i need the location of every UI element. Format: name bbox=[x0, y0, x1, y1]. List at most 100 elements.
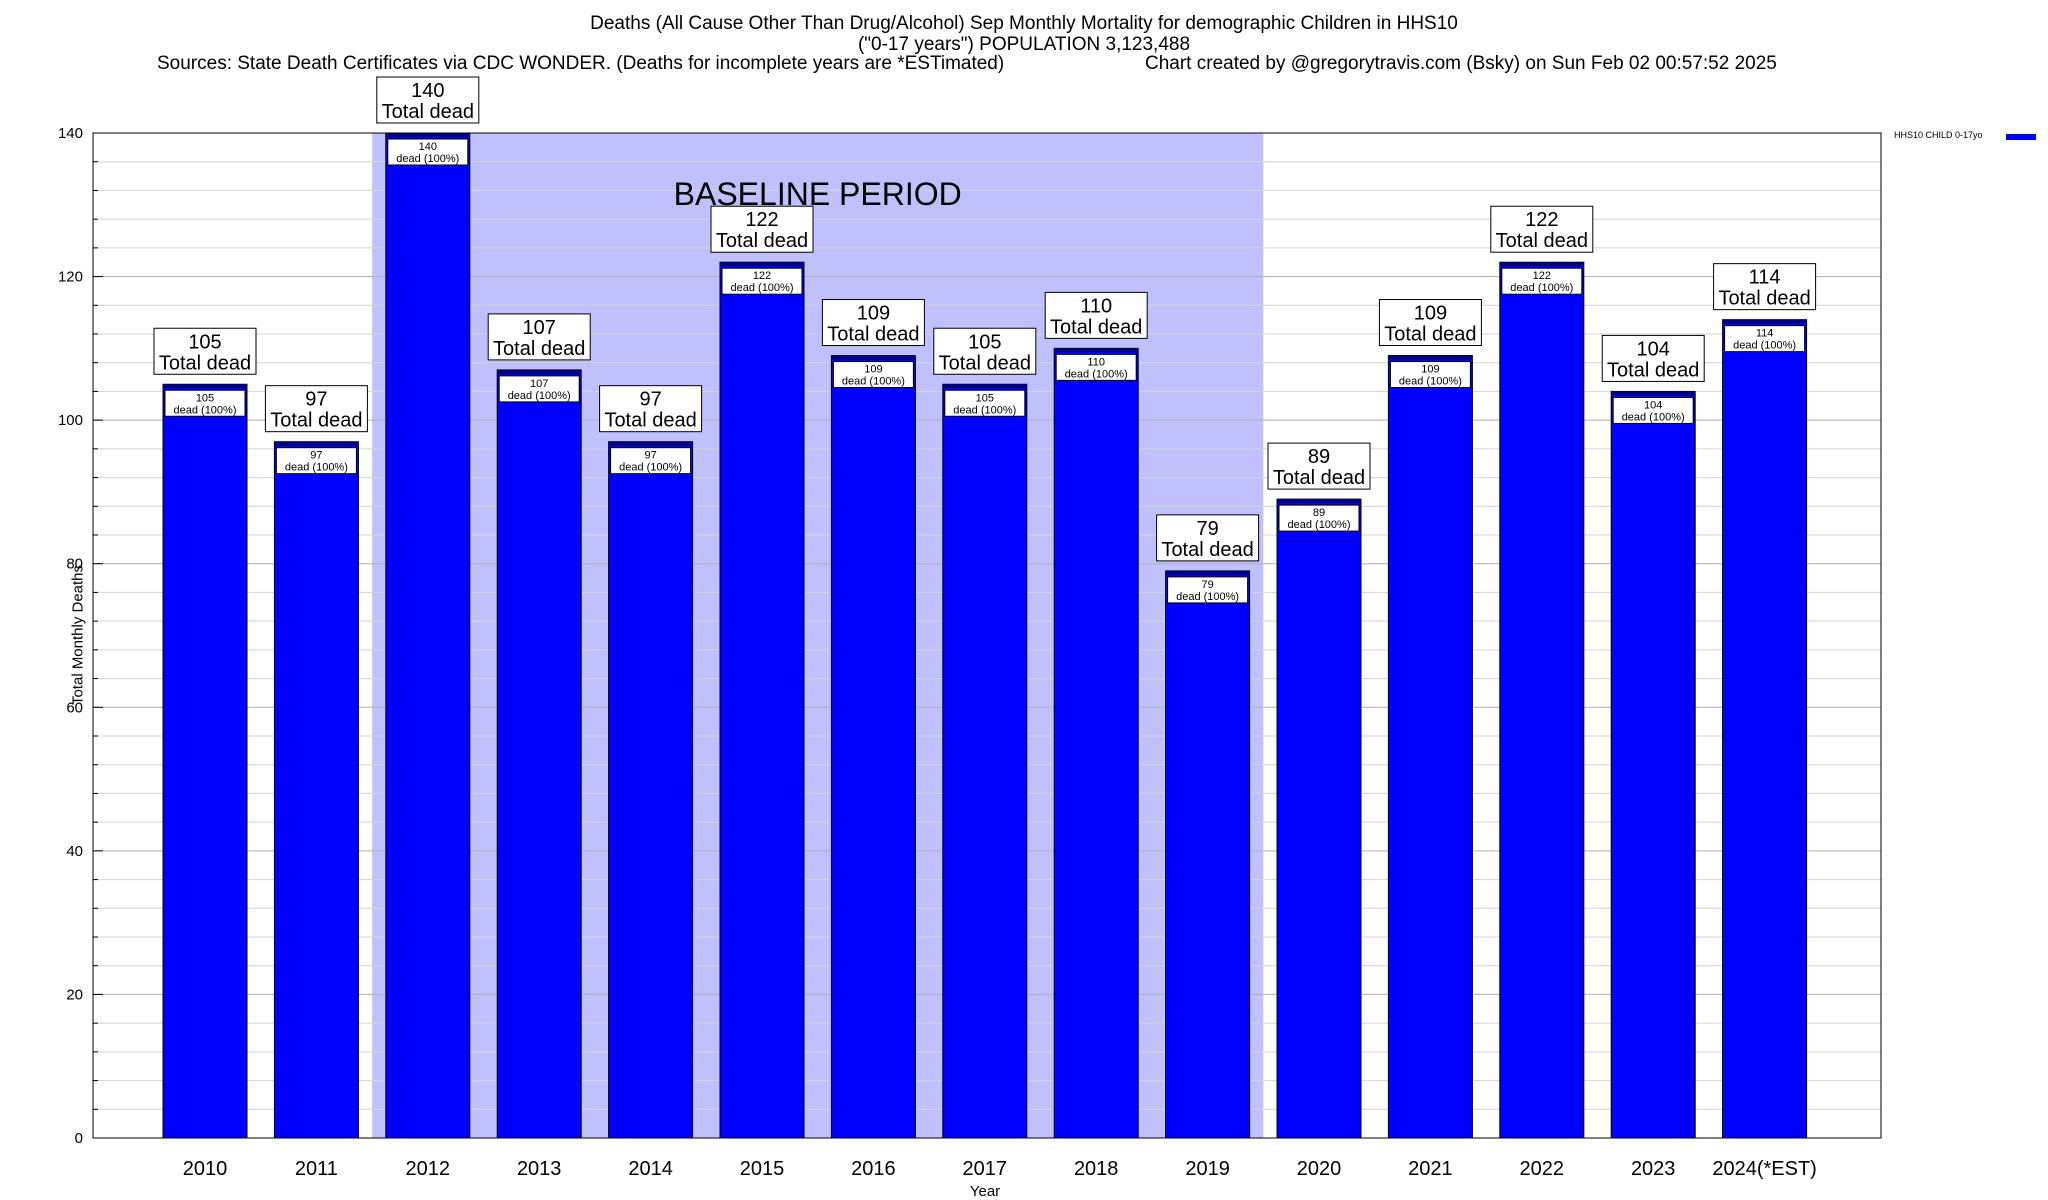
top-label-box bbox=[1267, 442, 1371, 490]
inner-label-box bbox=[1278, 504, 1360, 532]
inner-percent-label: dead (100%) bbox=[619, 462, 682, 474]
inner-percent-label: dead (100%) bbox=[842, 376, 905, 388]
inner-percent-label: dead (100%) bbox=[285, 462, 348, 474]
top-total-label: Total dead bbox=[159, 352, 251, 374]
y-tick-label: 80 bbox=[66, 556, 83, 573]
inner-value-label: 107 bbox=[530, 378, 548, 390]
inner-value-label: 114 bbox=[1756, 328, 1774, 340]
x-tick-label: 2020 bbox=[1297, 1158, 1342, 1180]
top-label-box bbox=[153, 327, 257, 375]
inner-value-label: 89 bbox=[1313, 507, 1325, 519]
top-label-box bbox=[1044, 291, 1148, 339]
legend-label: HHS10 CHILD 0-17yo bbox=[1894, 130, 1983, 140]
top-label-box bbox=[1713, 263, 1817, 311]
top-total-label: Total dead bbox=[1496, 230, 1588, 252]
top-label-box bbox=[1601, 334, 1705, 382]
inner-percent-label: dead (100%) bbox=[1510, 282, 1573, 294]
bar-2018 bbox=[1053, 347, 1139, 1139]
bar-cap bbox=[1499, 262, 1584, 267]
inner-percent-label: dead (100%) bbox=[1399, 376, 1462, 388]
bar-cap bbox=[497, 369, 582, 374]
x-tick-label: 2010 bbox=[183, 1158, 228, 1180]
top-value-label: 110 bbox=[1080, 295, 1112, 317]
bar-2010 bbox=[162, 383, 248, 1139]
x-tick-label: 2024(*EST) bbox=[1712, 1158, 1817, 1180]
inner-value-label: 122 bbox=[753, 270, 771, 282]
inner-value-label: 140 bbox=[419, 141, 437, 153]
bar-cap bbox=[1388, 355, 1473, 360]
top-label-box bbox=[1156, 514, 1260, 562]
sources-note: Sources: State Death Certificates via CD… bbox=[157, 53, 1005, 74]
y-tick-label: 40 bbox=[66, 843, 83, 860]
top-label-box bbox=[933, 327, 1037, 375]
chart-title: Deaths (All Cause Other Than Drug/Alcoho… bbox=[590, 13, 1458, 34]
top-total-label: Total dead bbox=[604, 410, 696, 432]
y-axis-label: Total Monthly Deaths bbox=[69, 564, 87, 706]
inner-value-label: 109 bbox=[864, 364, 882, 376]
x-tick-label: 2021 bbox=[1408, 1158, 1453, 1180]
bar-2022 bbox=[1499, 261, 1585, 1139]
bar-2019 bbox=[1165, 570, 1251, 1139]
top-value-label: 105 bbox=[968, 331, 1001, 353]
inner-percent-label: dead (100%) bbox=[953, 404, 1016, 416]
top-total-label: Total dead bbox=[493, 338, 585, 360]
top-total-label: Total dead bbox=[1718, 288, 1810, 310]
inner-label-box bbox=[1167, 576, 1249, 604]
top-label-box bbox=[710, 205, 814, 253]
bar-2013 bbox=[496, 369, 582, 1139]
inner-percent-label: dead (100%) bbox=[731, 282, 794, 294]
inner-value-label: 105 bbox=[196, 392, 214, 404]
top-total-label: Total dead bbox=[1050, 316, 1142, 338]
bar-2020 bbox=[1276, 498, 1362, 1139]
x-tick-label: 2019 bbox=[1185, 1158, 1230, 1180]
inner-value-label: 97 bbox=[644, 450, 656, 462]
bar-2014 bbox=[608, 441, 694, 1139]
inner-percent-label: dead (100%) bbox=[396, 153, 459, 165]
x-tick-label: 2022 bbox=[1520, 1158, 1565, 1180]
x-tick-label: 2016 bbox=[851, 1158, 896, 1180]
inner-value-label: 105 bbox=[976, 392, 994, 404]
y-tick-label: 120 bbox=[58, 269, 83, 286]
inner-label-box bbox=[387, 138, 469, 166]
inner-value-label: 79 bbox=[1201, 579, 1213, 591]
inner-label-box bbox=[498, 375, 580, 403]
inner-value-label: 104 bbox=[1644, 399, 1662, 411]
inner-value-label: 97 bbox=[310, 450, 322, 462]
inner-label-box bbox=[1389, 361, 1471, 389]
inner-label-box bbox=[610, 447, 692, 475]
top-value-label: 122 bbox=[1525, 209, 1558, 231]
top-total-label: Total dead bbox=[1161, 539, 1253, 561]
plot-border bbox=[92, 132, 1882, 1139]
inner-label-box bbox=[721, 267, 803, 295]
inner-percent-label: dead (100%) bbox=[508, 390, 571, 402]
chart-credit: Chart created by @gregorytravis.com (Bsk… bbox=[1145, 53, 1777, 74]
y-tick-label: 60 bbox=[66, 699, 83, 716]
top-label-box bbox=[599, 385, 703, 433]
bar-cap bbox=[1054, 348, 1139, 353]
top-label-box bbox=[487, 313, 591, 361]
top-label-box bbox=[376, 76, 480, 124]
top-total-label: Total dead bbox=[382, 101, 474, 123]
bar-cap bbox=[608, 441, 693, 446]
top-label-box bbox=[1490, 205, 1594, 253]
top-value-label: 109 bbox=[1414, 303, 1447, 325]
inner-percent-label: dead (100%) bbox=[174, 404, 237, 416]
top-total-label: Total dead bbox=[716, 230, 808, 252]
top-total-label: Total dead bbox=[939, 352, 1031, 374]
top-total-label: Total dead bbox=[827, 324, 919, 346]
inner-value-label: 122 bbox=[1533, 270, 1551, 282]
inner-label-box bbox=[164, 389, 246, 417]
x-tick-label: 2012 bbox=[406, 1158, 451, 1180]
bar-cap bbox=[1165, 570, 1250, 575]
x-tick-label: 2011 bbox=[295, 1158, 338, 1180]
bar-2015 bbox=[719, 261, 805, 1139]
bar-2017 bbox=[942, 383, 1028, 1139]
bar-cap bbox=[163, 384, 247, 389]
x-tick-label: 2018 bbox=[1074, 1158, 1119, 1180]
inner-percent-label: dead (100%) bbox=[1288, 519, 1351, 531]
inner-label-box bbox=[1055, 353, 1137, 381]
bar-2012 bbox=[385, 132, 471, 1139]
top-value-label: 109 bbox=[857, 303, 890, 325]
bar-2023 bbox=[1610, 390, 1696, 1139]
